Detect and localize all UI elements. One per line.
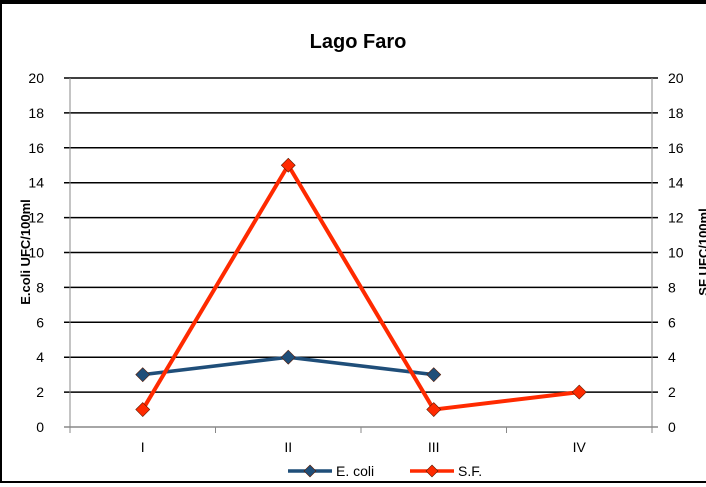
y-tick-label-left: 12 [28, 210, 44, 226]
y-tick-label-left: 14 [28, 175, 44, 191]
y-tick-label-left: 20 [28, 70, 44, 86]
legend: E. coli S.F. [288, 463, 482, 479]
series-group [135, 157, 587, 417]
y-tick-label-right: 10 [668, 245, 684, 261]
y-axis-right-label: SF UFC/100ml [696, 208, 706, 295]
y-tick-label-right: 14 [668, 175, 684, 191]
y-tick-label-right: 0 [668, 419, 676, 435]
y-tick-label-left: 16 [28, 140, 44, 156]
data-point [571, 384, 587, 400]
y-axis-left-ticks: 0 2 4 6 8 10 12 14 16 18 20 [28, 70, 44, 435]
y-tick-label-left: 6 [36, 314, 44, 330]
legend-item: S.F. [410, 463, 482, 479]
y-tick-label-right: 20 [668, 70, 684, 86]
legend-item: E. coli [288, 463, 374, 479]
y-tick-label-right: 18 [668, 105, 684, 121]
y-axis-right-ticks: 0 2 4 6 8 10 12 14 16 18 20 [668, 70, 684, 435]
x-tick-label: IV [573, 439, 587, 455]
x-axis-ticks: I II III IV [69, 427, 653, 455]
y-tick-label-right: 8 [668, 279, 676, 295]
data-point [426, 367, 442, 383]
y-tick-label-left: 4 [36, 349, 44, 365]
series-1 [135, 349, 442, 383]
y-tick-label-left: 18 [28, 105, 44, 121]
y-tick-label-left: 8 [36, 279, 44, 295]
legend-marker [425, 464, 439, 478]
line-chart: Lago Faro 0 2 4 6 8 10 12 14 16 18 20 0 2 4 6 8 10 12 14 1… [18, 31, 706, 479]
y-tick-label-right: 16 [668, 140, 684, 156]
legend-marker [303, 464, 317, 478]
legend-label: E. coli [336, 463, 374, 479]
data-point [135, 367, 151, 383]
data-point [280, 157, 296, 173]
y-tick-label-left: 2 [36, 384, 44, 400]
x-tick-label: I [141, 439, 145, 455]
y-tick-label-left: 0 [36, 419, 44, 435]
data-point [280, 349, 296, 365]
y-axis-left-label: E.coli UFC/100ml [18, 199, 33, 304]
chart-title: Lago Faro [310, 31, 407, 53]
x-tick-label: II [284, 439, 292, 455]
y-tick-label-right: 2 [668, 384, 676, 400]
x-tick-label: III [428, 439, 440, 455]
y-tick-label-left: 10 [28, 245, 44, 261]
data-point [135, 402, 151, 417]
y-tick-label-right: 12 [668, 210, 684, 226]
y-tick-label-right: 6 [668, 314, 676, 330]
series-2 [135, 157, 587, 417]
y-tick-label-right: 4 [668, 349, 676, 365]
series-line [141, 163, 580, 412]
legend-label: S.F. [458, 463, 482, 479]
data-point [426, 402, 442, 417]
